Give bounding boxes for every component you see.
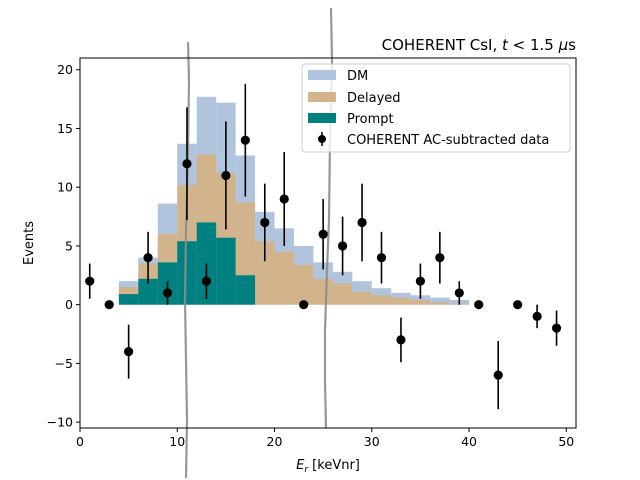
bar-prompt-5 <box>216 237 236 305</box>
x-tick-label-20: 20 <box>267 434 283 449</box>
y-tick-label--10: −10 <box>47 415 73 430</box>
legend-label-prompt: Prompt <box>347 112 394 127</box>
y-axis-ticks: −10 −5 0 5 10 15 20 <box>47 62 80 430</box>
bar-delayed-11 <box>332 283 353 305</box>
legend-label-dm: DM <box>347 69 368 84</box>
data-point-23 <box>532 311 542 322</box>
data-point-19 <box>454 288 464 298</box>
data-point-14 <box>357 217 367 228</box>
overlay-curve-0 <box>183 41 191 479</box>
data-point-4 <box>162 288 173 298</box>
data-point-13 <box>337 241 348 251</box>
data-point-11 <box>299 300 309 310</box>
data-point-1 <box>104 300 114 310</box>
data-point-22 <box>513 300 523 310</box>
legend-swatch-delayed <box>308 92 336 102</box>
data-point-24 <box>551 323 562 333</box>
bar-delayed-12 <box>352 291 372 305</box>
legend-swatch-prompt <box>308 113 336 123</box>
bar-delayed-10 <box>313 278 333 305</box>
data-point-3 <box>143 253 153 263</box>
x-tick-label-30: 30 <box>364 434 380 449</box>
data-point-5 <box>182 159 192 169</box>
bar-delayed-7 <box>255 241 275 305</box>
bar-delayed-13 <box>371 295 392 305</box>
bar-prompt-3 <box>177 241 197 305</box>
data-point-7 <box>221 170 231 181</box>
x-tick-label-10: 10 <box>169 434 185 449</box>
legend-box <box>301 63 571 153</box>
bar-delayed-9 <box>293 264 314 305</box>
x-axis-ticks: 0 10 20 30 40 50 <box>76 428 574 449</box>
bar-delayed-14 <box>391 297 411 305</box>
y-tick-label-10: 10 <box>57 180 73 195</box>
bar-prompt-1 <box>138 278 158 305</box>
y-tick-label-20: 20 <box>57 62 73 77</box>
legend-label-delayed: Delayed <box>347 91 401 106</box>
y-tick-label-5: 5 <box>65 238 73 253</box>
bar-dm-15 <box>410 295 431 305</box>
data-point-2 <box>124 347 134 357</box>
chart-title: COHERENT CsI, t < 1.5 μs <box>382 36 577 54</box>
data-point-12 <box>318 229 328 239</box>
y-tick-label-15: 15 <box>57 121 73 136</box>
data-point-10 <box>279 194 289 204</box>
bar-dm-16 <box>430 297 450 305</box>
y-tick-label--5: −5 <box>55 356 73 371</box>
legend-errorbar-marker <box>318 135 326 143</box>
y-tick-label-0: 0 <box>65 297 73 312</box>
data-point-21 <box>493 370 503 380</box>
data-point-8 <box>240 135 250 145</box>
bar-delayed-15 <box>410 299 431 305</box>
data-point-15 <box>376 253 387 263</box>
bar-prompt-0 <box>118 294 139 305</box>
data-point-17 <box>415 276 425 286</box>
bar-delayed-16 <box>430 302 450 305</box>
x-tick-label-40: 40 <box>461 434 477 449</box>
legend-label-data: COHERENT AC-subtracted data <box>347 133 549 148</box>
data-point-18 <box>435 253 445 263</box>
data-point-16 <box>396 335 406 345</box>
bar-delayed-8 <box>274 251 294 305</box>
data-point-9 <box>260 217 270 228</box>
legend: DM Delayed Prompt COHERENT AC-subtracted… <box>301 63 571 153</box>
data-points <box>85 83 562 410</box>
data-point-20 <box>474 300 484 310</box>
bar-prompt-6 <box>235 275 256 305</box>
x-axis-label: Er [keVnr] <box>296 458 360 475</box>
x-tick-label-0: 0 <box>76 434 84 449</box>
legend-swatch-dm <box>308 70 336 80</box>
bar-prompt-4 <box>196 222 217 305</box>
y-axis-label: Events <box>22 221 37 265</box>
data-point-6 <box>201 276 212 286</box>
x-tick-label-50: 50 <box>558 434 574 449</box>
data-point-0 <box>85 276 95 286</box>
plot-frame <box>79 57 577 429</box>
